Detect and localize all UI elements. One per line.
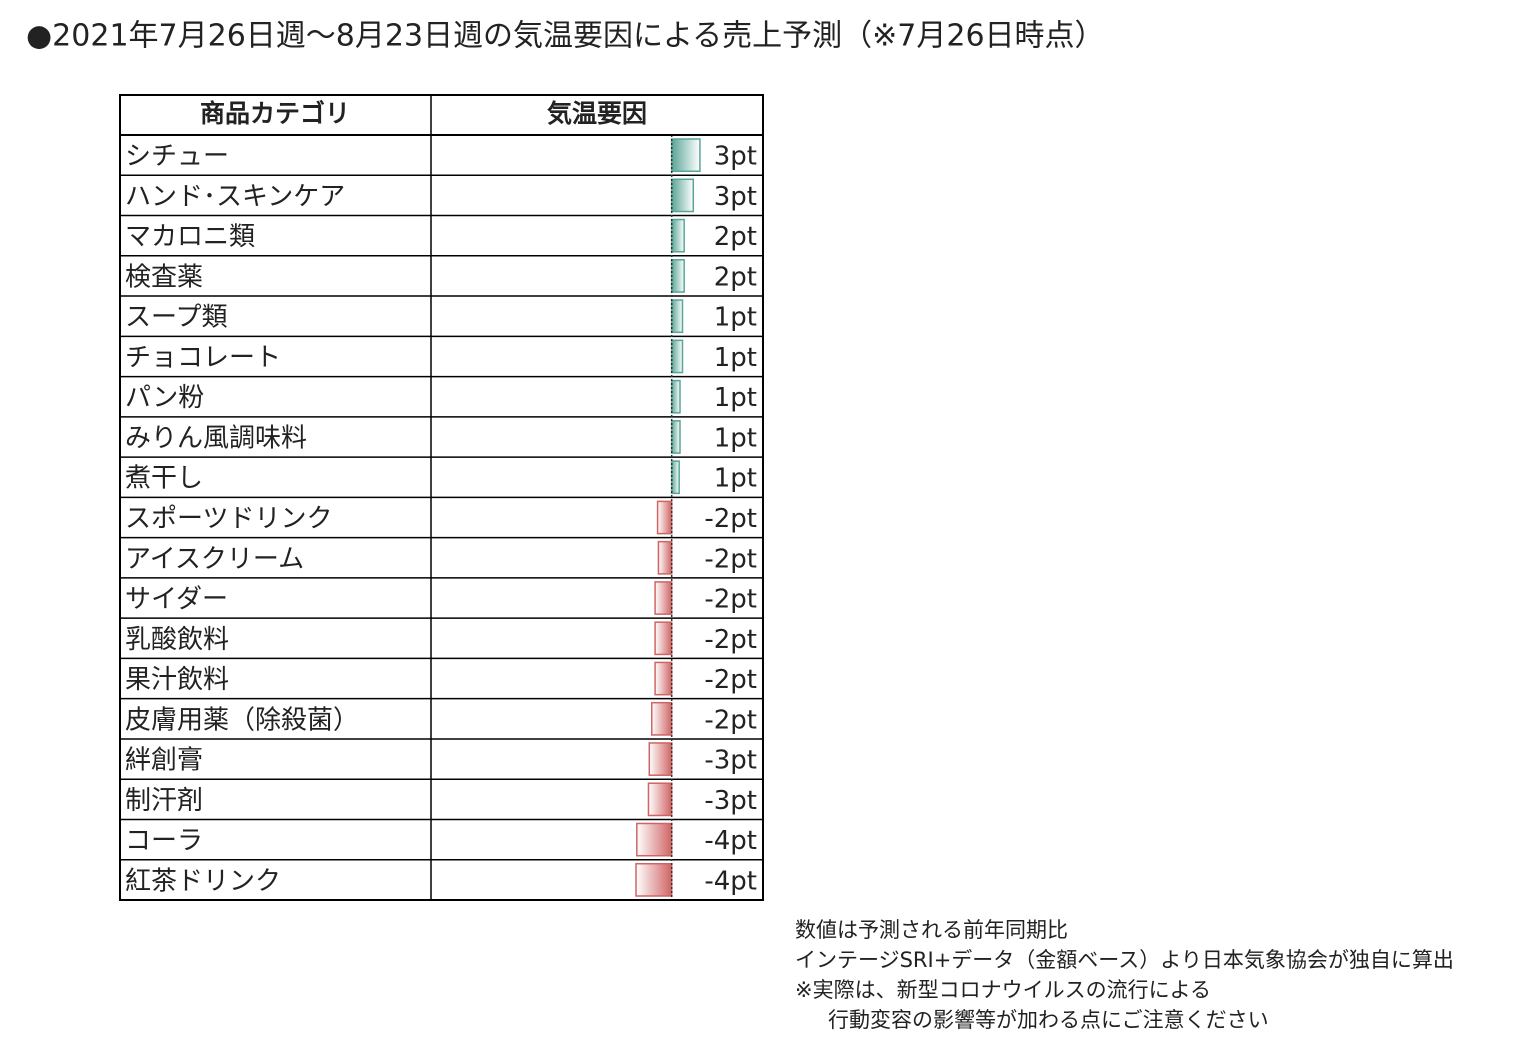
- bar: [635, 862, 673, 897]
- bar: [654, 621, 673, 656]
- value-label: -2pt: [704, 504, 757, 534]
- category-label: アイスクリーム: [125, 544, 304, 574]
- bar: [636, 822, 673, 857]
- bar: [670, 259, 685, 293]
- value-label: 3pt: [714, 182, 757, 212]
- category-label: チョコレート: [125, 343, 281, 373]
- column-header: 商品カテゴリ: [200, 99, 350, 128]
- bar: [648, 742, 673, 776]
- bar: [647, 782, 673, 817]
- value-label: -2pt: [704, 665, 757, 695]
- category-label: みりん風調味料: [125, 423, 307, 453]
- category-label: 皮膚用薬（除殺菌）: [125, 705, 359, 735]
- bar: [670, 299, 684, 334]
- category-label: スープ類: [125, 303, 227, 333]
- bar: [657, 540, 673, 575]
- chart-title: ●2021年7月26日週～8月23日週の気温要因による売上予測（※7月26日時点…: [26, 19, 1105, 54]
- category-label: 制汗剤: [125, 786, 203, 816]
- value-label: -2pt: [704, 544, 757, 574]
- bar: [670, 178, 695, 213]
- value-label: -2pt: [704, 625, 757, 655]
- bar: [670, 460, 680, 495]
- value-label: -3pt: [704, 786, 757, 816]
- category-label: 乳酸飲料: [125, 625, 229, 655]
- value-label: -4pt: [704, 866, 757, 896]
- bar: [670, 420, 681, 454]
- value-label: 3pt: [714, 142, 757, 172]
- value-label: 1pt: [714, 343, 757, 373]
- category-label: 煮干し: [125, 464, 203, 494]
- note: 数値は予測される前年同期比: [795, 918, 1068, 942]
- value-label: -4pt: [704, 826, 757, 856]
- column-header: 気温要因: [547, 99, 647, 128]
- value-label: 1pt: [714, 423, 757, 453]
- category-label: 紅茶ドリンク: [125, 866, 281, 896]
- category-label: パン粉: [125, 383, 204, 413]
- value-label: 2pt: [714, 262, 757, 292]
- bar: [654, 661, 673, 696]
- category-label: マカロニ類: [125, 222, 255, 252]
- value-label: 2pt: [714, 222, 757, 252]
- bar: [651, 701, 673, 736]
- bar: [654, 581, 673, 615]
- note: インテージSRI+データ（金額ベース）より日本気象協会が独自に算出: [795, 948, 1454, 972]
- note: 行動変容の影響等が加わる点にご注意ください: [828, 1008, 1269, 1032]
- value-label: -3pt: [704, 746, 757, 776]
- bar: [670, 218, 685, 253]
- value-label: 1pt: [714, 383, 757, 413]
- category-label: 果汁飲料: [125, 665, 229, 695]
- table-border: [119, 94, 764, 901]
- value-label: -2pt: [704, 585, 757, 615]
- bar: [656, 500, 673, 535]
- category-label: コーラ: [125, 826, 203, 856]
- category-label: シチュー: [125, 142, 229, 172]
- category-label: ハンド･スキンケア: [125, 182, 345, 212]
- bar: [670, 379, 681, 414]
- value-label: 1pt: [714, 303, 757, 333]
- note: ※実際は、新型コロナウイルスの流行による: [795, 978, 1211, 1002]
- value-label: 1pt: [714, 464, 757, 494]
- bar: [670, 339, 684, 374]
- category-label: スポーツドリンク: [125, 504, 332, 534]
- category-label: サイダー: [125, 585, 228, 615]
- category-label: 絆創膏: [125, 746, 203, 776]
- bar: [670, 138, 701, 173]
- value-label: -2pt: [704, 705, 757, 735]
- category-label: 検査薬: [125, 262, 203, 292]
